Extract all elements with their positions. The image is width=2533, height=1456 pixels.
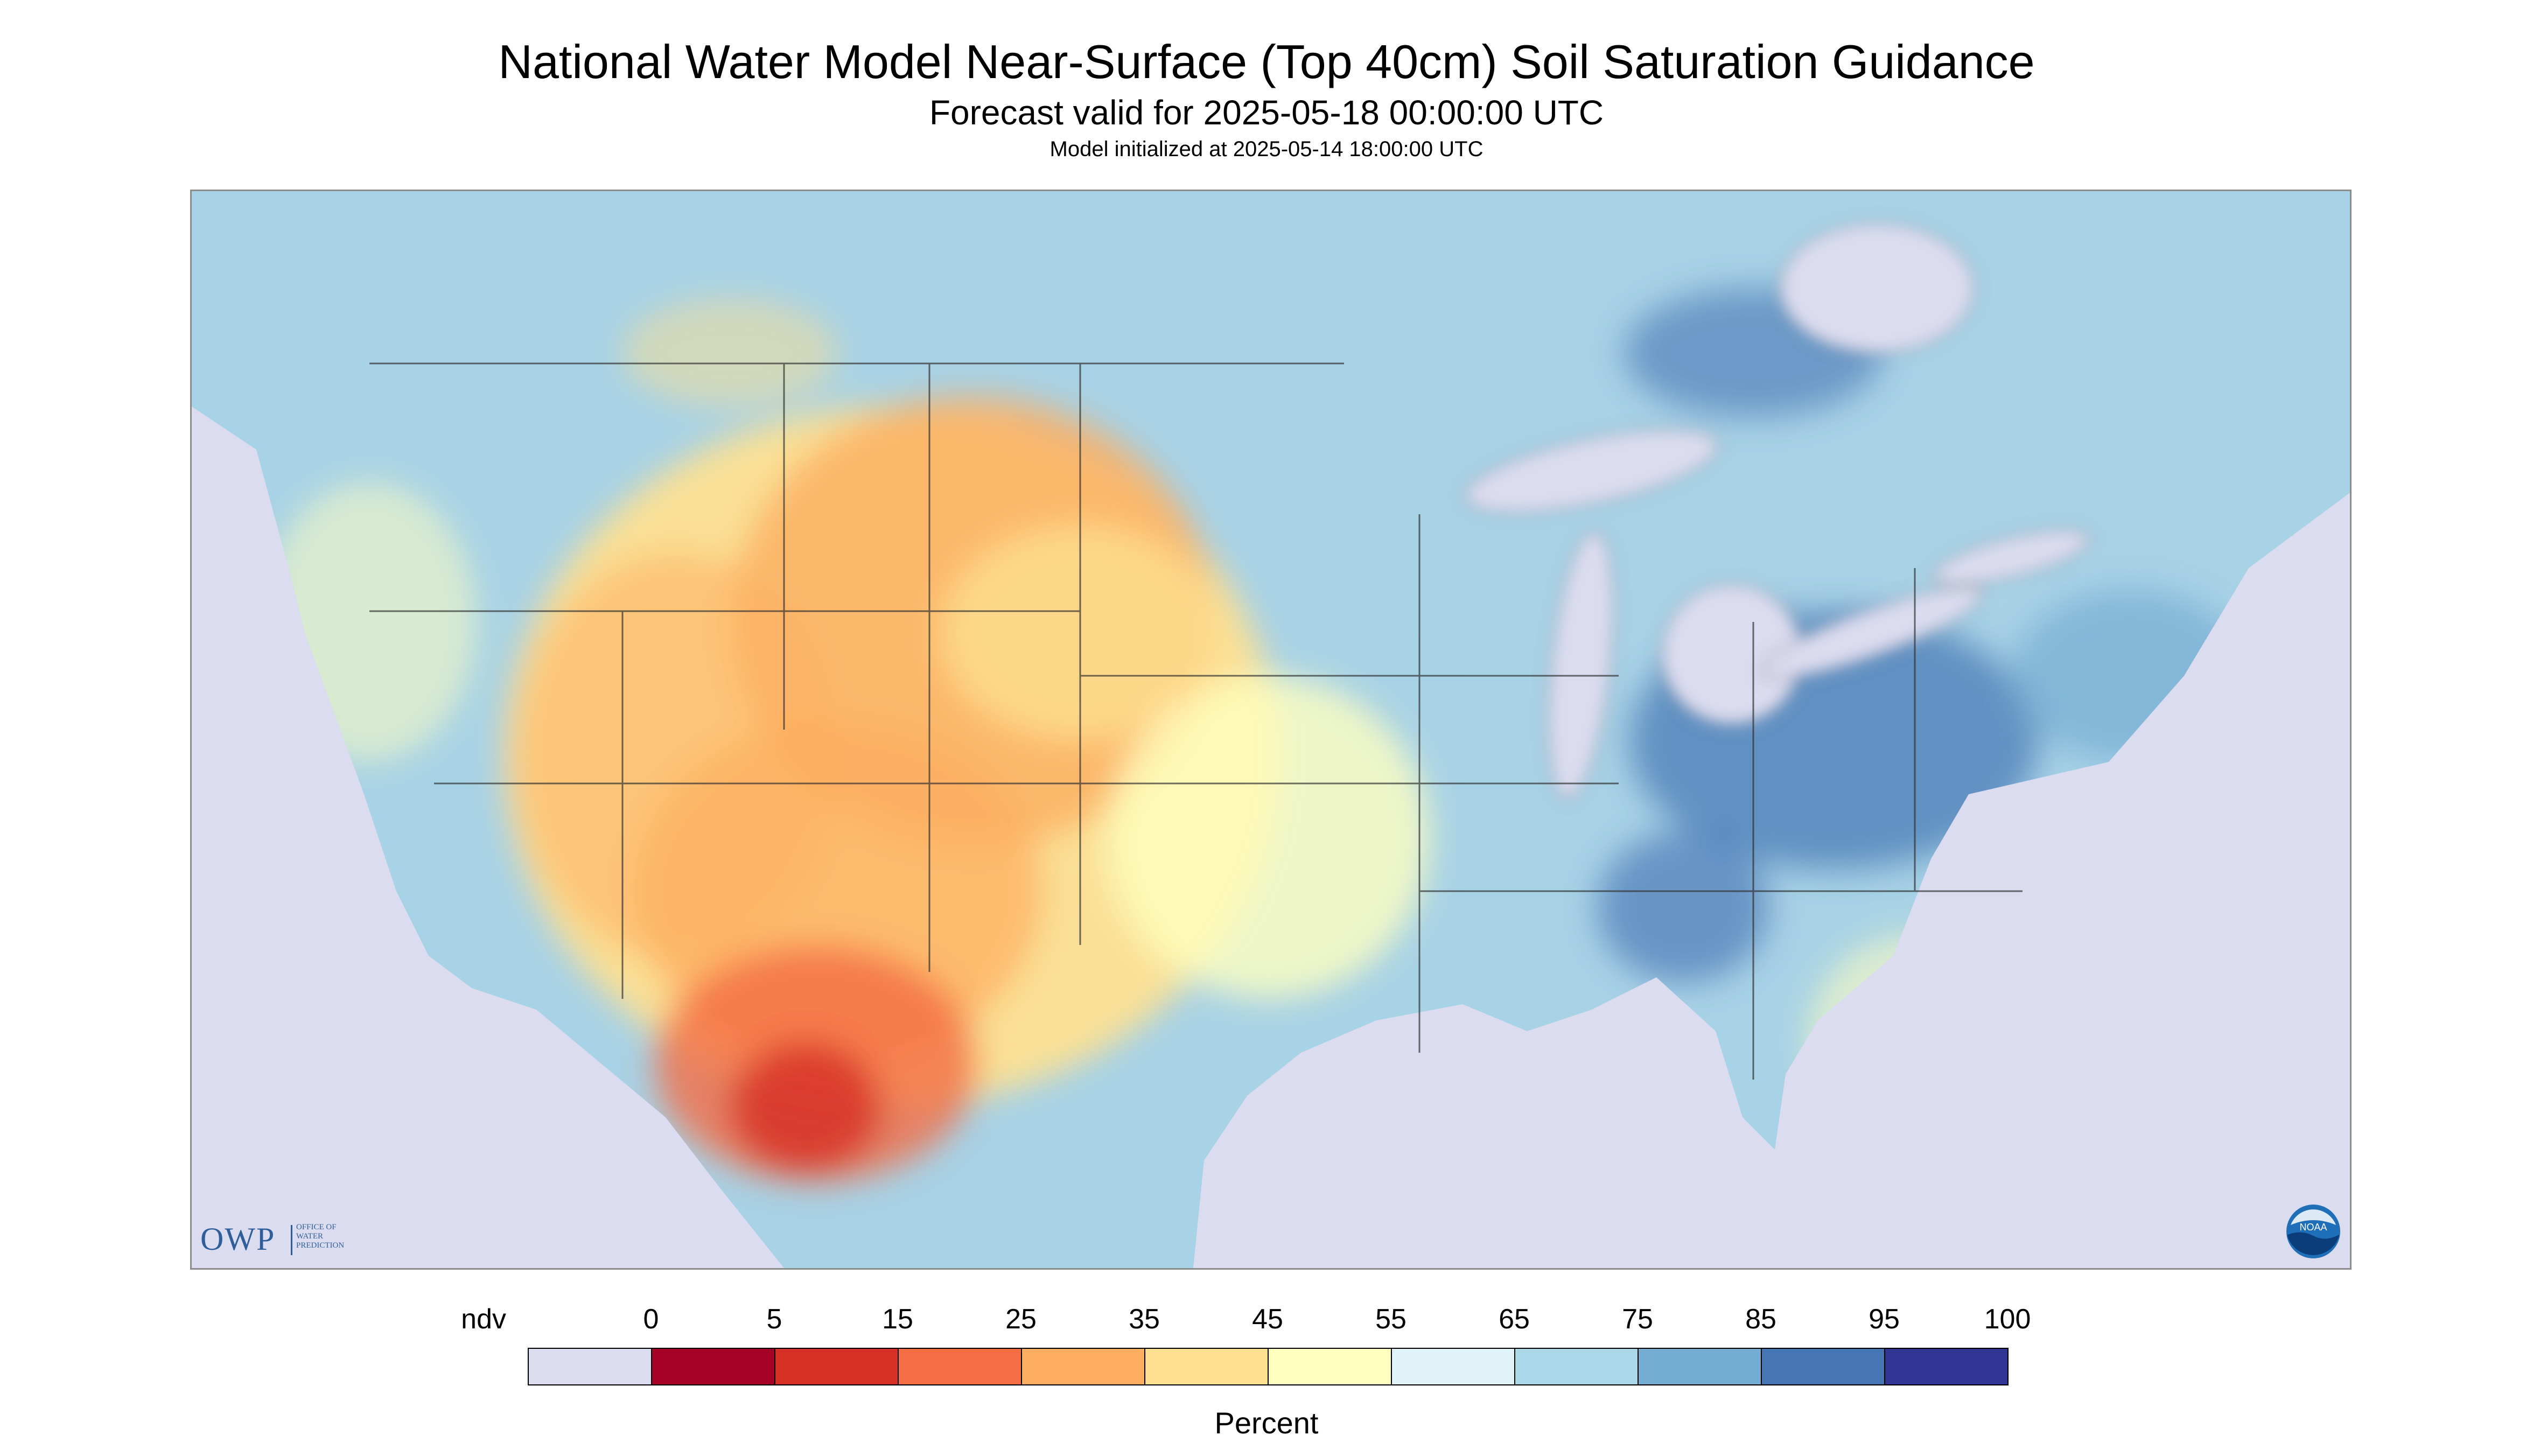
great-lakes: [1464, 222, 2091, 800]
colorbar-tick-label: 35: [1129, 1304, 1160, 1335]
map-canvas: [192, 191, 2350, 1268]
colorbar-swatch: [1268, 1348, 1392, 1385]
colorbar-swatch: [528, 1348, 652, 1385]
svg-text:NOAA: NOAA: [2299, 1222, 2327, 1233]
forecast-valid-subtitle: Forecast valid for 2025-05-18 00:00:00 U…: [929, 93, 1604, 132]
state-boundaries: [369, 362, 2023, 1080]
colorbar-tick-label: 65: [1499, 1304, 1530, 1335]
colorbar-unit-label: Percent: [1214, 1406, 1319, 1440]
colorbar-tick-label: 0: [643, 1304, 659, 1335]
noaa-logo-icon: NOAA: [2286, 1205, 2340, 1258]
colorbar-tick-label: ndv: [461, 1304, 506, 1335]
colorbar-swatch: [651, 1348, 775, 1385]
colorbar-tick-label: 25: [1005, 1304, 1037, 1335]
colorbar-tick-label: 100: [1984, 1304, 2031, 1335]
owp-logo-letters: OWP: [200, 1221, 276, 1257]
colorbar-tick-label: 15: [882, 1304, 913, 1335]
colorbar-swatch: [1638, 1348, 1762, 1385]
colorbar-swatch: [774, 1348, 899, 1385]
colorbar-tick-label: 55: [1375, 1304, 1407, 1335]
map-title: National Water Model Near-Surface (Top 4…: [498, 35, 2035, 88]
colorbar-tick-label: 75: [1622, 1304, 1653, 1335]
owp-logo-divider: [291, 1225, 292, 1255]
colorbar-tick-label: 85: [1745, 1304, 1776, 1335]
soil-saturation-map: OWP Office of Water Prediction NOAA: [190, 190, 2352, 1270]
owp-logo-subtitle: Office of Water Prediction: [296, 1223, 345, 1250]
owp-logo: OWP Office of Water Prediction: [200, 1221, 373, 1258]
colorbar-swatch: [1391, 1348, 1515, 1385]
colorbar-swatch: [1514, 1348, 1639, 1385]
colorbar-swatch: [1884, 1348, 2009, 1385]
colorbar-swatch: [898, 1348, 1022, 1385]
colorbar-swatch: [1144, 1348, 1269, 1385]
colorbar-tick-label: 95: [1869, 1304, 1900, 1335]
colorbar-tick-label: 45: [1252, 1304, 1283, 1335]
colorbar-swatch: [1761, 1348, 1885, 1385]
model-init-line: Model initialized at 2025-05-14 18:00:00…: [1049, 137, 1484, 161]
colorbar-swatch: [1021, 1348, 1145, 1385]
colorbar-tick-label: 5: [766, 1304, 782, 1335]
land-area: [192, 191, 2350, 1268]
